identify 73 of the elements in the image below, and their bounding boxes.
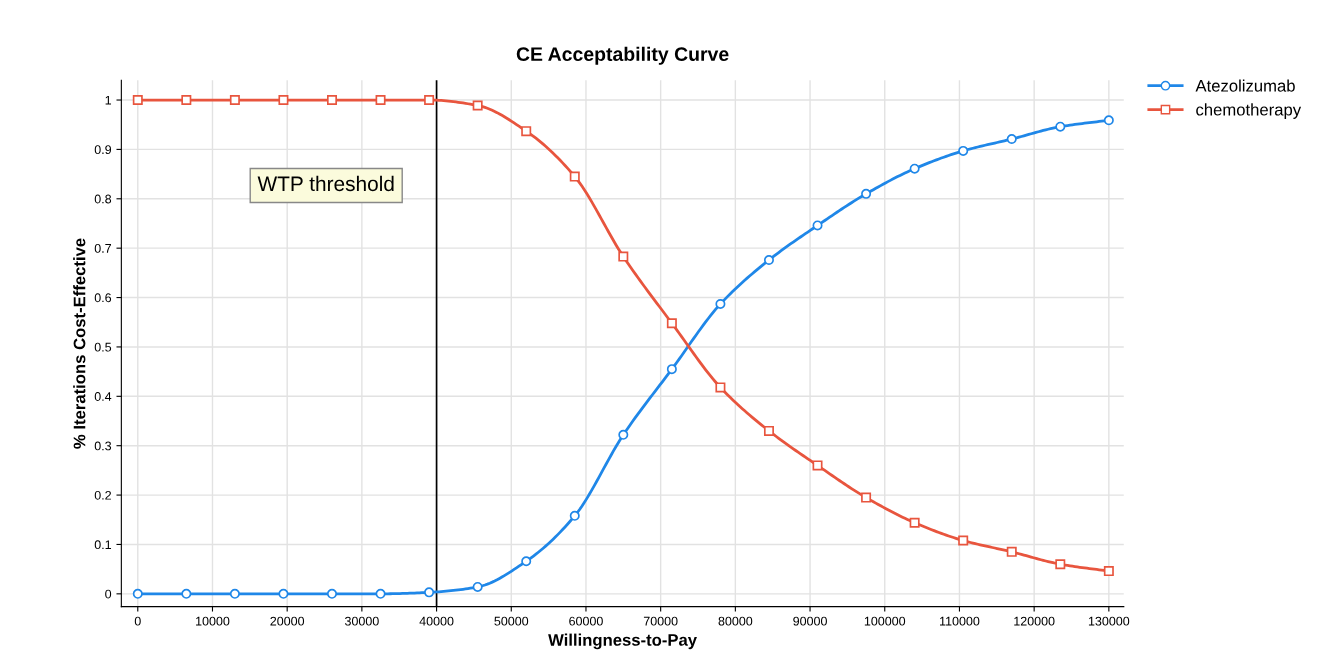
point bbox=[229, 95, 240, 106]
point bbox=[909, 163, 920, 174]
x-tick-label: 80000 bbox=[718, 616, 753, 626]
y-tick-label: 0.6 bbox=[94, 293, 112, 303]
y-tick-label: 0.8 bbox=[94, 194, 112, 204]
point bbox=[278, 95, 289, 106]
point bbox=[618, 251, 629, 262]
point bbox=[375, 588, 386, 599]
chart-title: CE Acceptability Curve bbox=[516, 46, 729, 65]
point bbox=[618, 429, 629, 440]
point bbox=[715, 382, 726, 393]
point bbox=[278, 588, 289, 599]
x-tick-label: 110000 bbox=[940, 616, 980, 626]
point bbox=[1103, 566, 1114, 577]
point bbox=[812, 460, 823, 471]
point bbox=[1006, 134, 1017, 145]
point bbox=[375, 95, 386, 106]
point bbox=[666, 318, 677, 329]
point bbox=[132, 588, 143, 599]
y-tick-label: 0 bbox=[105, 589, 112, 599]
point bbox=[472, 100, 483, 111]
legend-label: Atezolizumab bbox=[1195, 79, 1295, 92]
point bbox=[763, 255, 774, 266]
ref-line-label: WTP threshold bbox=[257, 175, 394, 192]
x-tick-label: 50000 bbox=[494, 616, 529, 626]
y-tick-label: 0.7 bbox=[94, 243, 111, 253]
point bbox=[715, 298, 726, 309]
y-tick-label: 0.3 bbox=[94, 441, 112, 451]
y-axis-title: % Iterations Cost-Effective bbox=[73, 238, 86, 449]
point bbox=[424, 587, 435, 598]
point bbox=[181, 588, 192, 599]
x-tick-label: 20000 bbox=[270, 616, 305, 626]
point bbox=[181, 95, 192, 106]
legend-label: chemotherapy bbox=[1196, 103, 1302, 119]
point bbox=[812, 220, 823, 231]
y-tick-label: 0.5 bbox=[94, 342, 112, 352]
x-tick-label: 100000 bbox=[864, 616, 906, 626]
point bbox=[521, 556, 532, 567]
x-tick-label: 90000 bbox=[793, 616, 827, 626]
x-tick-label: 10000 bbox=[196, 616, 230, 626]
y-tick-label: 0.9 bbox=[94, 145, 112, 155]
y-tick-label: 0.2 bbox=[94, 490, 111, 500]
point bbox=[326, 588, 337, 599]
y-tick-label: 0.1 bbox=[94, 540, 112, 550]
x-axis-title: Willingness-to-Pay bbox=[548, 633, 697, 650]
point bbox=[472, 581, 483, 592]
point bbox=[861, 492, 872, 503]
point bbox=[1055, 121, 1066, 132]
point bbox=[666, 364, 677, 375]
x-tick-label: 70000 bbox=[643, 616, 678, 626]
x-tick-label: 120000 bbox=[1014, 616, 1055, 626]
x-tick-label: 30000 bbox=[344, 616, 379, 626]
x-tick-label: 40000 bbox=[419, 616, 454, 626]
point bbox=[861, 188, 872, 199]
point bbox=[569, 510, 580, 521]
point bbox=[909, 517, 920, 528]
point bbox=[326, 95, 337, 106]
point bbox=[424, 95, 435, 106]
point bbox=[521, 126, 532, 137]
point bbox=[1006, 546, 1017, 557]
x-tick-label: 60000 bbox=[569, 616, 603, 626]
point bbox=[1103, 115, 1114, 126]
x-tick-label: 0 bbox=[134, 616, 141, 626]
point bbox=[229, 588, 240, 599]
point bbox=[569, 171, 580, 182]
point bbox=[763, 425, 774, 436]
point bbox=[958, 535, 969, 546]
point bbox=[132, 95, 143, 106]
y-tick-label: 1 bbox=[105, 95, 112, 105]
y-tick-label: 0.4 bbox=[94, 392, 112, 401]
point bbox=[1055, 559, 1066, 570]
x-tick-label: 130000 bbox=[1088, 616, 1130, 626]
point bbox=[958, 145, 969, 156]
